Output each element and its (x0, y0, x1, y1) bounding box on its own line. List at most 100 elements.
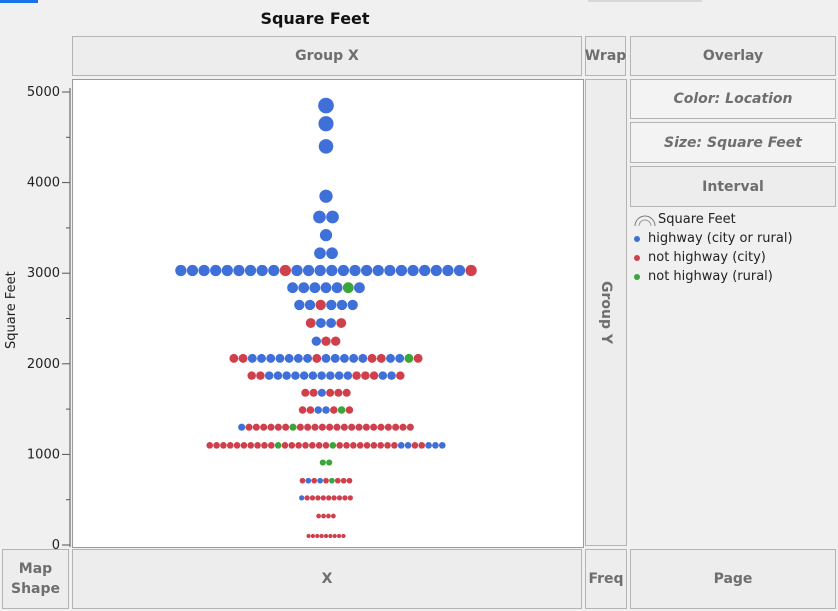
data-point (313, 210, 326, 224)
data-point (233, 442, 241, 449)
plot-points (175, 97, 477, 539)
data-point (315, 318, 326, 328)
data-point (336, 318, 347, 328)
data-point (281, 442, 289, 449)
data-point (418, 442, 426, 449)
data-point (314, 406, 322, 414)
y-tick-label: 0 (52, 538, 60, 553)
y-tick-label: 3000 (27, 266, 60, 281)
data-point (319, 459, 326, 466)
legend-marker (634, 235, 640, 242)
data-point (299, 477, 306, 484)
data-point (273, 371, 283, 380)
data-point (334, 388, 343, 397)
legend: Square Feet highway (city or rural) not h… (632, 210, 837, 286)
data-point (337, 406, 346, 414)
freq-zone[interactable]: Freq (585, 549, 627, 609)
data-point (320, 282, 332, 294)
page-zone[interactable]: Page (630, 549, 836, 609)
data-point (342, 495, 348, 501)
data-point (289, 423, 297, 431)
data-point (198, 264, 210, 277)
data-point (318, 139, 334, 154)
data-point (309, 442, 316, 449)
data-point (326, 513, 331, 519)
data-point (261, 442, 268, 449)
plot-area[interactable] (72, 79, 584, 548)
data-point (331, 495, 337, 501)
data-point (317, 388, 326, 397)
data-point (314, 247, 326, 260)
interval-zone[interactable]: Interval (630, 166, 836, 207)
size-zone[interactable]: Size: Square Feet (630, 122, 836, 163)
data-point (318, 97, 334, 114)
data-point (291, 264, 303, 277)
data-point (319, 189, 333, 203)
wrap-zone[interactable]: Wrap (585, 36, 626, 76)
data-point (247, 371, 256, 380)
data-point (282, 371, 291, 380)
data-point (213, 442, 220, 449)
data-point (336, 442, 343, 449)
data-point (175, 264, 187, 277)
data-point (282, 423, 290, 431)
data-point (326, 299, 337, 311)
data-point (298, 406, 307, 414)
y-tick-label: 2000 (27, 357, 60, 372)
data-point (355, 423, 363, 431)
data-point (311, 336, 322, 346)
legend-item: not highway (rural) (632, 267, 837, 286)
data-point (308, 371, 318, 380)
data-point (406, 423, 414, 431)
data-point (221, 264, 233, 277)
map-shape-zone[interactable]: Map Shape (2, 549, 69, 609)
data-point (319, 229, 333, 242)
data-point (377, 423, 385, 431)
data-point (438, 442, 446, 449)
data-point (347, 495, 353, 501)
data-point (342, 388, 351, 397)
data-point (257, 353, 266, 363)
data-point (305, 477, 312, 484)
data-point (304, 299, 316, 311)
data-point (343, 442, 350, 449)
legend-label: not highway (city) (648, 250, 766, 265)
data-point (347, 299, 358, 311)
overlay-zone[interactable]: Overlay (630, 36, 836, 76)
data-point (404, 442, 412, 449)
data-point (322, 406, 330, 414)
data-point (322, 442, 330, 449)
data-point (407, 264, 419, 277)
data-point (369, 371, 379, 380)
data-point (465, 264, 477, 277)
data-point (323, 477, 329, 484)
data-point (432, 442, 439, 449)
data-point (326, 210, 339, 224)
data-point (306, 406, 315, 414)
data-point (321, 513, 326, 519)
color-zone[interactable]: Color: Location (630, 79, 836, 119)
data-point (274, 423, 282, 431)
data-point (326, 388, 335, 397)
data-point (404, 353, 414, 363)
data-point (267, 442, 275, 449)
data-point (349, 353, 359, 363)
data-point (267, 423, 275, 431)
data-point (349, 264, 361, 277)
data-point (354, 282, 365, 294)
data-point (326, 371, 335, 380)
data-point (310, 533, 316, 539)
data-point (252, 423, 260, 431)
group-x-zone[interactable]: Group X (72, 36, 582, 76)
x-zone[interactable]: X (72, 549, 582, 609)
data-point (299, 495, 305, 501)
data-point (226, 442, 234, 449)
chart-title: Square Feet (260, 9, 370, 28)
data-point (391, 442, 398, 449)
data-point (315, 495, 321, 501)
data-point (317, 371, 326, 380)
data-point (330, 353, 340, 363)
group-y-zone[interactable]: Group Y (585, 79, 627, 546)
data-point (326, 264, 338, 277)
data-point (266, 353, 276, 363)
